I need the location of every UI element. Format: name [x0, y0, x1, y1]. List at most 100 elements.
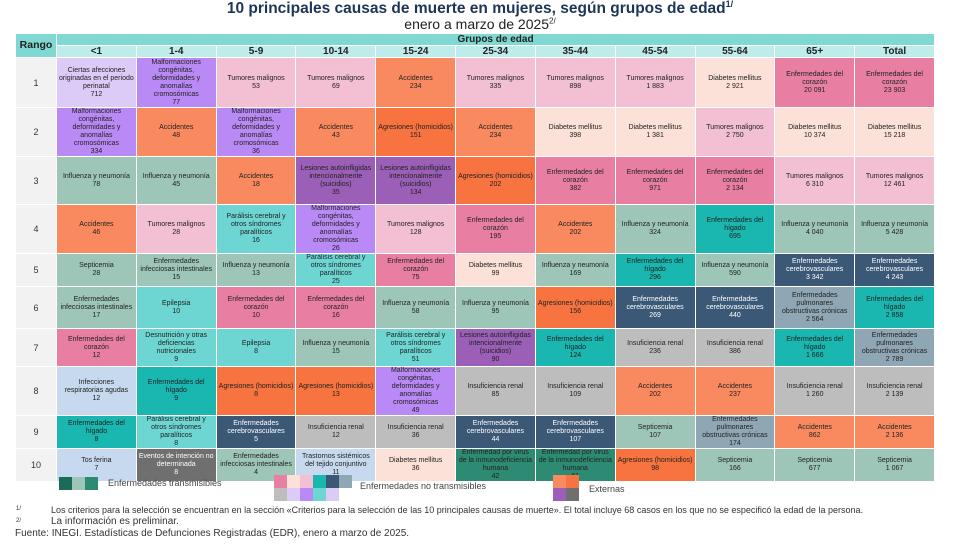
cause-count: 195 — [489, 233, 502, 240]
cause-count: 49 — [411, 407, 420, 414]
cause-count: 269 — [649, 311, 661, 319]
cause-cell: Diabetes mellitus 99 — [455, 253, 536, 287]
cause-name: Accidentes — [478, 124, 513, 131]
cause-count: 12 461 — [883, 180, 906, 188]
cause-name: Enfermedades del hígado — [626, 258, 684, 273]
cause-name: Enfermedades cerebrovasculares — [626, 295, 684, 311]
cause-count: 53 — [252, 82, 260, 90]
cause-name: Enfermedades del corazón — [67, 335, 125, 351]
cause-count: 440 — [729, 311, 741, 319]
cause-cell: Septicemia 677 — [774, 448, 856, 482]
cause-cell: Diabetes mellitus 398 — [534, 107, 616, 157]
rank-cell: 9 — [15, 415, 57, 449]
cause-count: 4 243 — [885, 274, 904, 281]
cause-cell: Parálisis cerebral y otros síndromes par… — [135, 415, 217, 449]
cause-cell: Enfermedades del corazón 16 — [295, 286, 377, 329]
cause-cell: Epilepsia 8 — [215, 328, 297, 367]
cause-name: Influenza y neumonía — [701, 262, 769, 269]
cause-count: 12 — [92, 395, 101, 402]
cause-cell: Malformaciones congénitas, deformidades … — [215, 107, 297, 157]
table-row: 6 Enfermedades infecciosas intestinales 17… — [15, 286, 935, 329]
cause-count: 971 — [649, 184, 661, 192]
cause-name: Parálisis cerebral y otros síndromes par… — [306, 254, 366, 278]
table-row: 7 Enfermedades del corazón 12 Desnutrición … — [15, 328, 935, 367]
cause-name: Lesiones autoinfligidas intencionalmente… — [300, 164, 372, 188]
cause-name: Accidentes — [717, 383, 753, 390]
cause-count: 1 067 — [885, 465, 904, 472]
cause-cell: Diabetes mellitus 1 381 — [614, 107, 696, 157]
cause-count: 335 — [489, 82, 502, 90]
cause-name: Insuficiencia renal — [307, 424, 364, 431]
rank-cell: 4 — [15, 204, 57, 254]
cause-name: Enfermedades del corazón — [467, 217, 524, 232]
cause-name: Influenza y neumonía — [142, 172, 210, 180]
age-group-header: 25-34 — [455, 45, 536, 58]
cause-name: Enfermedades del corazón — [786, 70, 844, 86]
cause-name: Enfermedades del corazón — [387, 258, 445, 273]
cause-count: 45 — [172, 180, 181, 188]
cause-name: Enfermedades del corazón — [866, 70, 923, 86]
cause-cell: Enfermedades del hígado 8 — [56, 415, 137, 449]
title-note: 1/ — [725, 0, 734, 9]
cause-name: Diabetes mellitus — [628, 124, 682, 131]
cause-count: 16 — [252, 237, 260, 244]
cause-name: Influenza y neumonía — [302, 339, 370, 347]
legend-no-transmisibles-label: Enfermedades no transmisibles — [360, 481, 487, 491]
cause-name: Accidentes — [318, 124, 353, 131]
cause-name: Lesiones autoinfligidas intencionalmente… — [460, 331, 531, 355]
cause-count: 15 — [331, 347, 340, 355]
cause-name: Tumores malignos — [147, 221, 205, 228]
cause-name: Septicemia — [637, 424, 673, 431]
rank-cell: 8 — [15, 366, 57, 416]
cause-cell: Tumores malignos 6 310 — [774, 156, 856, 205]
cause-cell: Lesiones autoinfligidas intencionalmente… — [295, 156, 377, 205]
cause-count: 134 — [409, 188, 422, 196]
cause-name: Influenza y neumonía — [382, 299, 450, 307]
rank-cell: 10 — [15, 448, 57, 482]
cause-cell: Parálisis cerebral y otros síndromes par… — [375, 328, 457, 367]
cause-name: Accidentes — [558, 221, 593, 228]
cause-count: 10 — [172, 307, 181, 315]
cause-cell: Accidentes 202 — [614, 366, 696, 416]
cause-cell: Insuficiencia renal 2 139 — [854, 366, 935, 416]
cause-name: Tumores malignos — [466, 74, 525, 82]
cause-count: 9 — [174, 355, 179, 363]
cause-name: Insuficiencia renal — [706, 339, 763, 347]
cause-count: 13 — [331, 391, 340, 398]
cause-name: Tumores malignos — [546, 74, 604, 82]
cause-cell: Enfermedades pulmonares obstructivas cró… — [774, 286, 856, 329]
cause-count: 69 — [331, 82, 340, 90]
cause-count: 36 — [252, 148, 260, 155]
cause-name: Ciertas afecciones originadas en el peri… — [59, 66, 134, 90]
cause-name: Enfermedades del corazón — [706, 168, 764, 184]
cause-count: 334 — [90, 148, 103, 155]
age-groups-header: Grupos de edad — [56, 33, 935, 46]
cause-count: 98 — [651, 465, 659, 472]
cause-count: 16 — [331, 311, 340, 319]
cause-cell: Tumores malignos 2 750 — [694, 107, 776, 157]
cause-cell: Tumores malignos 53 — [215, 57, 297, 108]
subtitle-note: 2/ — [549, 16, 556, 26]
cause-count: 8 — [94, 436, 99, 443]
cause-cell: Epilepsia 10 — [135, 286, 217, 329]
cause-name: Influenza y neumonía — [462, 299, 529, 307]
cause-cell: Infecciones respiratorias agudas 12 — [56, 366, 137, 416]
cause-cell: Diabetes mellitus 36 — [375, 448, 457, 482]
cause-count: 202 — [489, 180, 502, 188]
cause-cell: Accidentes 2 136 — [854, 415, 935, 449]
cause-cell: Influenza y neumonía 78 — [56, 156, 137, 205]
cause-name: Enfermedades infecciosas intestinales — [220, 453, 292, 468]
cause-cell: Malformaciones congénitas, deformidades … — [295, 204, 377, 254]
cause-name: Enfermedades del hígado — [786, 335, 844, 351]
cause-cell: Accidentes 234 — [375, 57, 457, 108]
legend-swatch — [300, 475, 313, 488]
cause-count: 2 858 — [885, 311, 904, 319]
cause-name: Desnutrición y otras deficiencias nutric… — [145, 331, 208, 355]
page-subtitle: enero a marzo de 20252/ — [0, 17, 960, 32]
cause-name: Accidentes — [877, 424, 912, 431]
age-group-header: 1-4 — [135, 45, 217, 58]
cause-count: 15 — [172, 274, 181, 281]
legend-swatch — [326, 475, 339, 488]
cause-count: 1 381 — [646, 132, 664, 139]
cause-cell: Insuficiencia renal 236 — [614, 328, 696, 367]
